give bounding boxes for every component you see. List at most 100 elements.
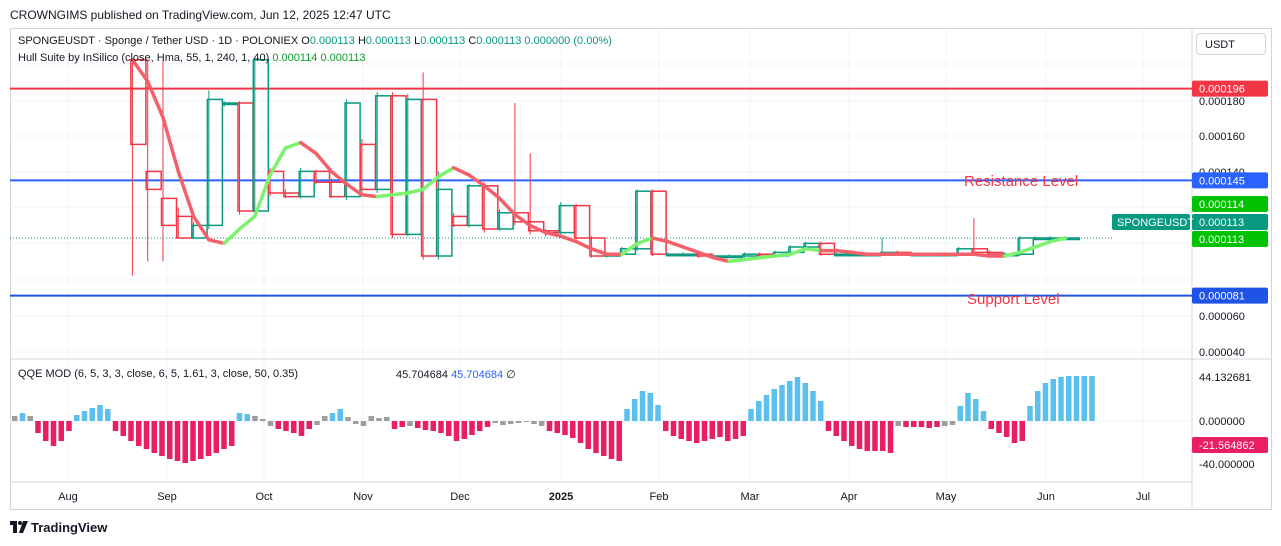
qqe-bar bbox=[849, 421, 855, 446]
candle-body bbox=[1032, 237, 1050, 241]
qqe-bar bbox=[701, 421, 708, 441]
hull-suite-line bbox=[130, 58, 1068, 264]
hull-segment bbox=[803, 247, 823, 253]
qqe-bar bbox=[980, 411, 987, 421]
qqe-bar bbox=[314, 421, 320, 425]
tradingview-logo[interactable]: TradingView bbox=[10, 520, 107, 535]
candle-body bbox=[482, 185, 499, 230]
hull-segment bbox=[650, 236, 670, 244]
time-tick-label: Jun bbox=[1037, 491, 1055, 503]
qqe-bar bbox=[717, 421, 723, 437]
qqe-bar bbox=[322, 416, 328, 421]
qqe-bar bbox=[856, 421, 863, 449]
qqe-tick-label: 0.000000 bbox=[1199, 416, 1245, 428]
qqe-bar bbox=[523, 421, 529, 422]
qqe-bar bbox=[151, 421, 157, 453]
hull-segment bbox=[497, 196, 517, 217]
qqe-bar bbox=[182, 421, 188, 463]
price-tick-label: 0.000180 bbox=[1199, 96, 1245, 108]
qqe-bar bbox=[670, 421, 677, 436]
candle-body bbox=[436, 188, 453, 257]
qqe-bar bbox=[1011, 421, 1018, 443]
qqe-bar bbox=[1066, 376, 1072, 421]
qqe-bar bbox=[198, 421, 204, 459]
qqe-bar bbox=[236, 413, 243, 421]
qqe-bar bbox=[663, 421, 669, 431]
hull-segment bbox=[191, 214, 211, 242]
qqe-bar bbox=[779, 385, 785, 421]
qqe-bar bbox=[492, 421, 498, 423]
qqe-tick-label: 44.132681 bbox=[1199, 372, 1251, 384]
last-price-tag bbox=[1192, 214, 1268, 230]
currency-button[interactable]: USDT bbox=[1196, 33, 1266, 55]
qqe-bar bbox=[1081, 376, 1087, 421]
candle-body bbox=[145, 170, 162, 191]
qqe-bar bbox=[27, 416, 33, 421]
hull-segment bbox=[589, 247, 609, 256]
qqe-bar bbox=[35, 421, 41, 433]
chart-annotations: Resistance Level Support Level bbox=[964, 173, 1078, 308]
hull-segment bbox=[298, 140, 318, 156]
hull-price-text: 0.000113 bbox=[1199, 234, 1244, 246]
qqe-bar bbox=[926, 421, 932, 428]
hull-indicator-name: Hull Suite by InSilico (close, Hma, 55, … bbox=[18, 52, 270, 64]
hull-segment bbox=[620, 241, 640, 256]
qqe-value-2: 45.704684 bbox=[451, 369, 504, 381]
qqe-bar bbox=[678, 421, 684, 439]
price-tick-label: 0.000040 bbox=[1199, 347, 1245, 359]
qqe-bar bbox=[43, 421, 49, 441]
qqe-bar bbox=[112, 421, 119, 431]
qqe-bar bbox=[415, 421, 421, 428]
qqe-bar bbox=[639, 391, 646, 421]
qqe-bar bbox=[399, 421, 405, 427]
qqe-bar bbox=[794, 377, 801, 421]
time-tick-label: Mar bbox=[741, 491, 760, 503]
qqe-value-1: 45.704684 bbox=[396, 369, 448, 381]
candle-body bbox=[237, 102, 254, 212]
candle-body bbox=[497, 212, 514, 230]
qqe-bar bbox=[934, 421, 940, 427]
qqe-bar bbox=[957, 406, 963, 421]
qqe-bar bbox=[570, 421, 576, 438]
qqe-bar bbox=[329, 413, 336, 421]
candle-body bbox=[420, 98, 438, 257]
qqe-bar bbox=[143, 421, 150, 449]
hull-segment bbox=[696, 250, 716, 260]
hull-segment bbox=[253, 173, 272, 219]
qqe-bar bbox=[911, 421, 917, 427]
hull-segment bbox=[559, 234, 578, 244]
candle-body bbox=[329, 181, 346, 198]
qqe-bar bbox=[128, 421, 134, 441]
qqe-legend-name[interactable]: QQE MOD (6, 5, 3, 3, close, 6, 5, 1.61, … bbox=[18, 368, 298, 380]
qqe-bar bbox=[508, 421, 514, 424]
qqe-bar bbox=[74, 415, 80, 421]
hull-price-tag bbox=[1192, 196, 1268, 212]
qqe-bar bbox=[1089, 376, 1095, 421]
candle-body bbox=[573, 204, 591, 239]
hull-segment bbox=[1018, 245, 1037, 255]
qqe-bar bbox=[438, 421, 444, 433]
qqe-bar bbox=[190, 421, 196, 461]
close-value: 0.000113 bbox=[476, 35, 522, 47]
qqe-bar bbox=[461, 421, 467, 439]
symbol-legend[interactable]: SPONGEUSDT · Sponge / Tether USD · 1D · … bbox=[18, 35, 612, 47]
qqe-bar bbox=[601, 421, 607, 456]
qqe-bar bbox=[1019, 421, 1025, 441]
symbol-title: SPONGEUSDT · Sponge / Tether USD · 1D · … bbox=[18, 35, 299, 47]
qqe-bar bbox=[213, 421, 219, 453]
time-tick-label: Jul bbox=[1136, 491, 1150, 503]
candle-body bbox=[206, 98, 224, 227]
qqe-bar bbox=[546, 421, 553, 431]
qqe-bar bbox=[632, 399, 638, 421]
candle-body bbox=[558, 204, 576, 234]
time-tick-label: Apr bbox=[840, 491, 857, 503]
level-price-tag bbox=[1192, 172, 1268, 189]
qqe-bar bbox=[585, 421, 591, 449]
qqe-bar bbox=[81, 411, 88, 421]
hull-legend[interactable]: Hull Suite by InSilico (close, Hma, 55, … bbox=[18, 52, 366, 64]
hull-segment bbox=[161, 115, 181, 174]
qqe-bar bbox=[267, 421, 274, 426]
hull-segment bbox=[283, 140, 303, 150]
qqe-bar bbox=[12, 416, 18, 421]
